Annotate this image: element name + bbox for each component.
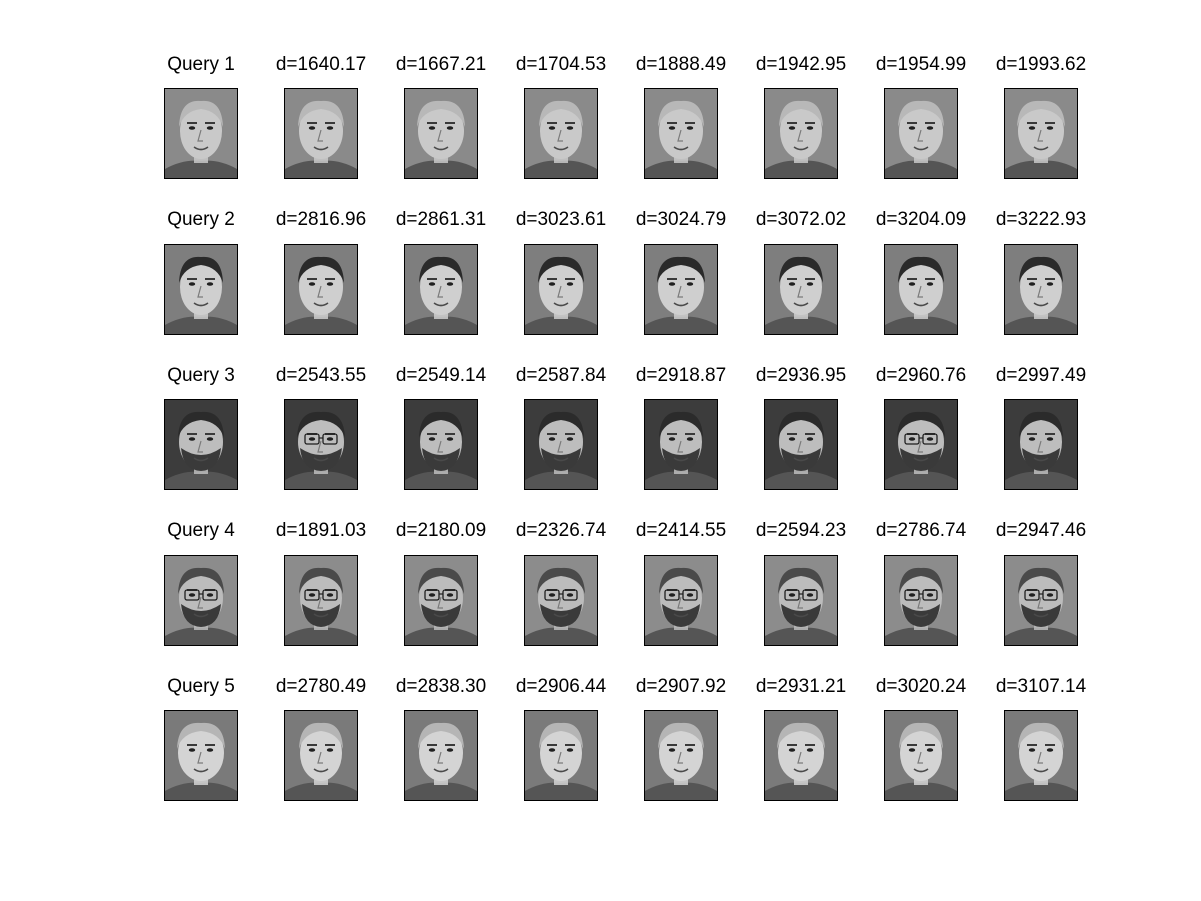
- distance-label: d=1667.21: [395, 54, 487, 75]
- query-label: Query 2: [167, 209, 235, 230]
- match-face-image: [524, 244, 598, 335]
- distance-label: d=2786.74: [875, 520, 967, 541]
- distance-label: d=2587.84: [515, 365, 607, 386]
- match-face-image: [284, 88, 358, 179]
- match-face-image: [524, 555, 598, 646]
- distance-label: d=2960.76: [875, 365, 967, 386]
- match-face-image: [1004, 244, 1078, 335]
- distance-label: d=3072.02: [755, 209, 847, 230]
- query-label: Query 3: [167, 365, 235, 386]
- query-face-image: [164, 88, 238, 179]
- match-face-image: [524, 710, 598, 801]
- match-face-image: [404, 555, 478, 646]
- distance-label: d=3107.14: [995, 676, 1087, 697]
- distance-label: d=2861.31: [395, 209, 487, 230]
- distance-label: d=2549.14: [395, 365, 487, 386]
- distance-label: d=1942.95: [755, 54, 847, 75]
- match-face-image: [884, 555, 958, 646]
- distance-label: d=1891.03: [275, 520, 367, 541]
- match-face-image: [404, 88, 478, 179]
- match-face-image: [524, 88, 598, 179]
- match-face-image: [764, 244, 838, 335]
- distance-label: d=2906.44: [515, 676, 607, 697]
- distance-label: d=1704.53: [515, 54, 607, 75]
- distance-label: d=2936.95: [755, 365, 847, 386]
- query-label: Query 5: [167, 676, 235, 697]
- match-face-image: [764, 555, 838, 646]
- match-face-image: [404, 244, 478, 335]
- match-face-image: [1004, 88, 1078, 179]
- match-face-image: [284, 710, 358, 801]
- match-face-image: [884, 710, 958, 801]
- match-face-image: [764, 88, 838, 179]
- match-face-image: [884, 88, 958, 179]
- distance-label: d=3204.09: [875, 209, 967, 230]
- distance-label: d=2947.46: [995, 520, 1087, 541]
- match-face-image: [1004, 710, 1078, 801]
- match-face-image: [644, 399, 718, 490]
- distance-label: d=2838.30: [395, 676, 487, 697]
- distance-label: d=1993.62: [995, 54, 1087, 75]
- distance-label: d=3020.24: [875, 676, 967, 697]
- match-face-image: [884, 244, 958, 335]
- distance-label: d=2780.49: [275, 676, 367, 697]
- distance-label: d=2918.87: [635, 365, 727, 386]
- match-face-image: [884, 399, 958, 490]
- distance-label: d=2997.49: [995, 365, 1087, 386]
- match-face-image: [404, 399, 478, 490]
- match-face-image: [284, 399, 358, 490]
- distance-label: d=2543.55: [275, 365, 367, 386]
- match-face-image: [1004, 399, 1078, 490]
- distance-label: d=3024.79: [635, 209, 727, 230]
- distance-label: d=2326.74: [515, 520, 607, 541]
- match-face-image: [644, 244, 718, 335]
- distance-label: d=1640.17: [275, 54, 367, 75]
- distance-label: d=2931.21: [755, 676, 847, 697]
- match-face-image: [764, 399, 838, 490]
- distance-label: d=3023.61: [515, 209, 607, 230]
- match-face-image: [284, 244, 358, 335]
- match-face-image: [404, 710, 478, 801]
- distance-label: d=2414.55: [635, 520, 727, 541]
- distance-label: d=2594.23: [755, 520, 847, 541]
- match-face-image: [284, 555, 358, 646]
- distance-label: d=3222.93: [995, 209, 1087, 230]
- match-face-image: [764, 710, 838, 801]
- query-label: Query 4: [167, 520, 235, 541]
- query-face-image: [164, 399, 238, 490]
- query-face-image: [164, 244, 238, 335]
- distance-label: d=1888.49: [635, 54, 727, 75]
- match-face-image: [644, 88, 718, 179]
- query-face-image: [164, 710, 238, 801]
- match-face-image: [644, 555, 718, 646]
- match-face-image: [644, 710, 718, 801]
- query-face-image: [164, 555, 238, 646]
- distance-label: d=2816.96: [275, 209, 367, 230]
- distance-label: d=2907.92: [635, 676, 727, 697]
- match-face-image: [1004, 555, 1078, 646]
- distance-label: d=2180.09: [395, 520, 487, 541]
- match-face-image: [524, 399, 598, 490]
- distance-label: d=1954.99: [875, 54, 967, 75]
- query-label: Query 1: [167, 54, 235, 75]
